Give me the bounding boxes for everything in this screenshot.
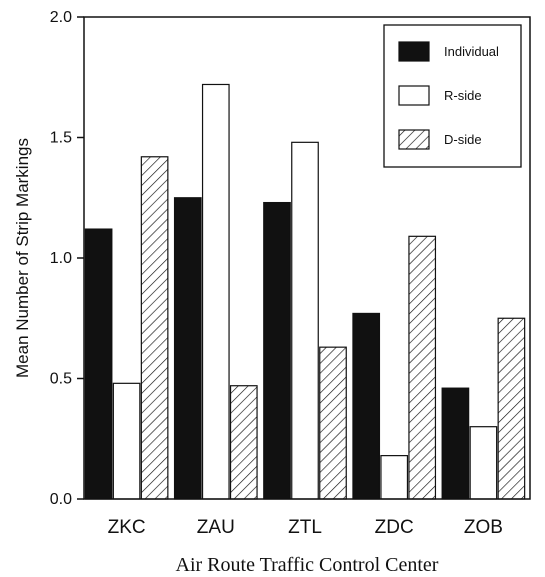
bar-r-side-zkc — [112, 382, 141, 500]
bar-individual-ztl — [263, 201, 291, 500]
x-tick-label: ZKC — [108, 517, 146, 538]
bar-d-side-zau — [229, 385, 258, 500]
bar-individual-zkc — [84, 228, 113, 500]
y-tick-label: 1.0 — [50, 250, 72, 267]
bar-individual-zob — [441, 387, 470, 500]
legend-label: D-side — [444, 132, 482, 147]
y-tick-label: 0.0 — [50, 491, 72, 508]
x-tick-label: ZDC — [375, 517, 414, 538]
bar-r-side-ztl — [291, 141, 319, 500]
x-axis: ZKC ZAU ZTL ZDC ZOB — [108, 517, 503, 538]
y-axis-label: Mean Number of Strip Markings — [13, 138, 32, 378]
bar-d-side-zdc — [408, 235, 437, 500]
y-tick-label: 1.5 — [50, 130, 72, 147]
y-tick-label: 2.0 — [50, 9, 72, 26]
bar-r-side-zob — [469, 426, 498, 500]
legend-swatch-r-side — [398, 85, 430, 106]
bar-d-side-zkc — [140, 156, 169, 500]
bar-r-side-zau — [201, 83, 230, 500]
x-tick-label: ZAU — [197, 517, 235, 538]
x-tick-label: ZTL — [288, 517, 322, 538]
bar-individual-zdc — [352, 312, 381, 500]
legend-swatch-individual — [398, 41, 430, 62]
legend-label: R-side — [444, 88, 482, 103]
y-tick-label: 0.5 — [50, 371, 72, 388]
legend-label: Individual — [444, 44, 499, 59]
bar-d-side-ztl — [319, 346, 347, 500]
bar-individual-zau — [173, 197, 202, 500]
bar-r-side-zdc — [380, 455, 409, 500]
legend-swatch-d-side — [398, 129, 430, 150]
y-axis: 0.0 0.5 1.0 1.5 2.0 — [50, 9, 84, 508]
x-axis-label: Air Route Traffic Control Center — [176, 554, 439, 576]
legend: Individual R-side D-side — [383, 24, 522, 168]
bars-layer — [84, 83, 526, 500]
x-tick-label: ZOB — [464, 517, 503, 538]
bar-d-side-zob — [497, 317, 526, 500]
